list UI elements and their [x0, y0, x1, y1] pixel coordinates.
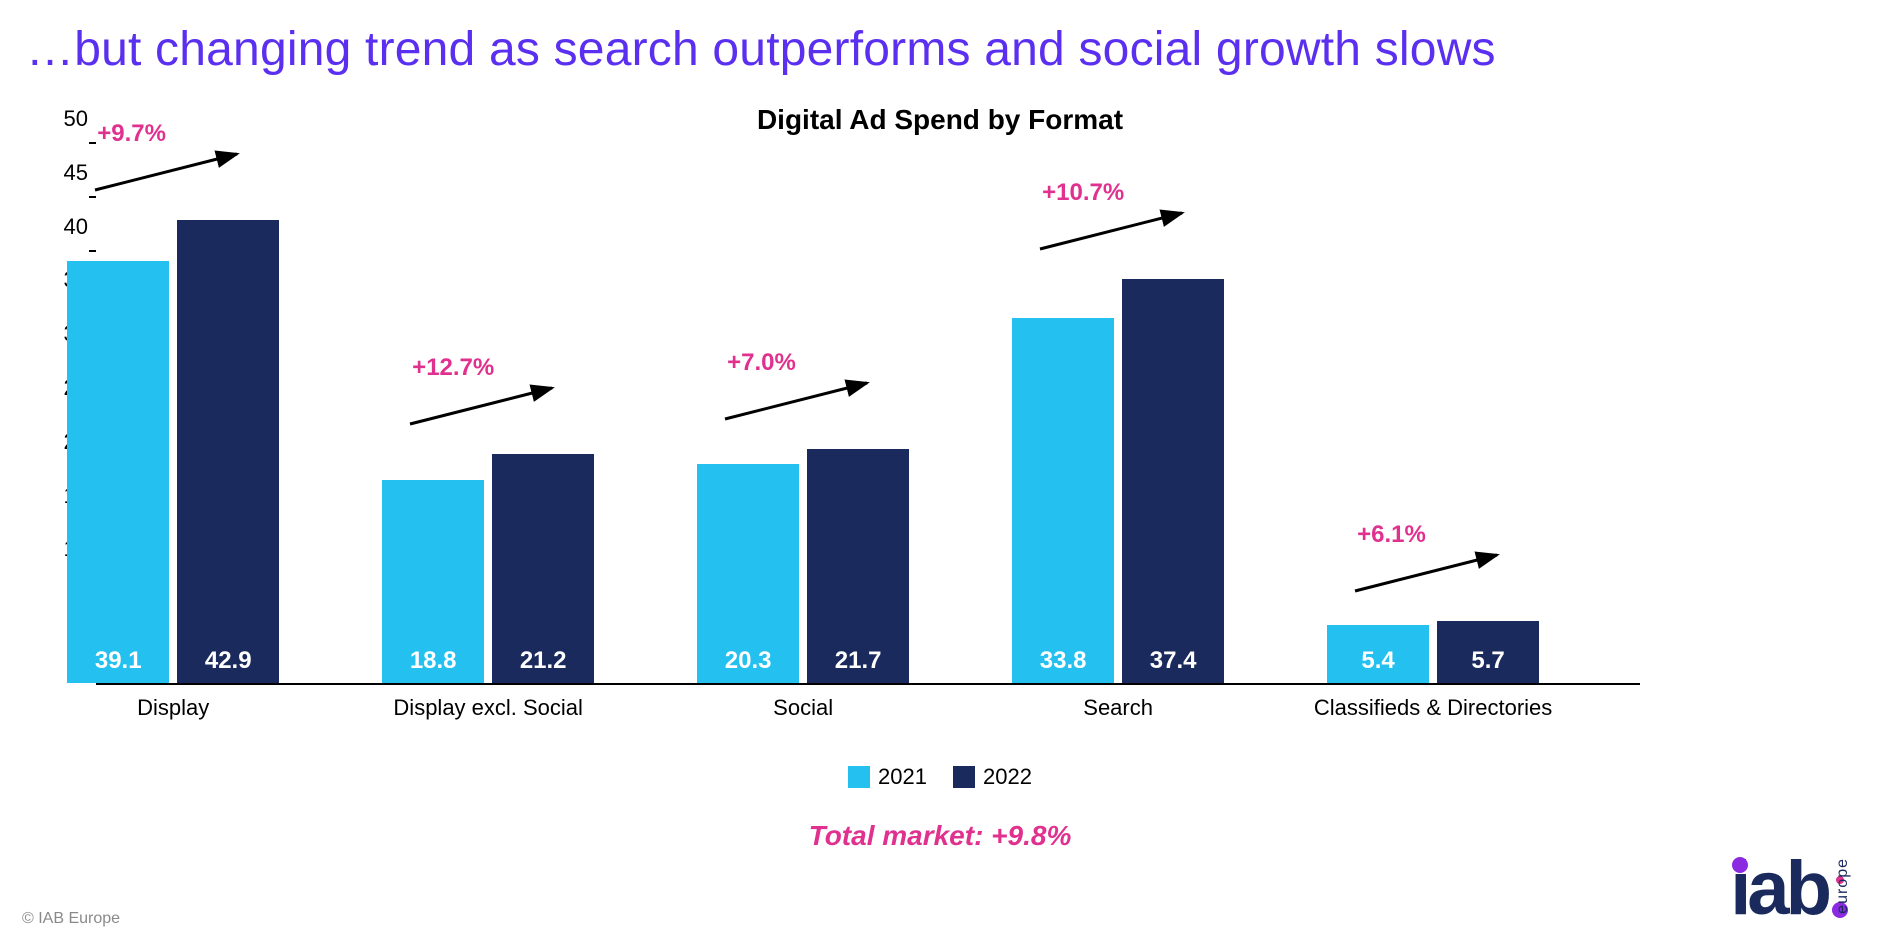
bar-value-label: 18.8 — [410, 647, 457, 683]
y-tick-label: 45 — [40, 160, 88, 186]
bar-value-label: 5.4 — [1361, 647, 1394, 683]
bar-2022: 5.7 — [1437, 621, 1539, 683]
legend-label: 2021 — [878, 764, 927, 790]
bar-2022: 37.4 — [1122, 279, 1224, 683]
legend-item: 2021 — [848, 764, 927, 790]
bar-value-label: 39.1 — [95, 647, 142, 683]
x-axis-label: Search — [1083, 695, 1153, 721]
bar-2021: 39.1 — [67, 261, 169, 683]
bar-group: 39.142.9Display+9.7% — [67, 220, 279, 683]
bar-value-label: 5.7 — [1471, 647, 1504, 683]
bar-group: 33.837.4Search+10.7% — [1012, 279, 1224, 683]
legend-swatch — [848, 766, 870, 788]
logo-europe-text: europe — [1834, 858, 1852, 914]
x-axis-label: Display excl. Social — [393, 695, 583, 721]
growth-arrow-icon — [87, 142, 257, 202]
legend-label: 2022 — [983, 764, 1032, 790]
total-market-label: Total market: +9.8% — [0, 820, 1880, 852]
legend-item: 2022 — [953, 764, 1032, 790]
bar-2022: 21.2 — [492, 454, 594, 683]
bar-2021: 18.8 — [382, 480, 484, 683]
x-axis-label: Social — [773, 695, 833, 721]
bar-value-label: 21.7 — [835, 647, 882, 683]
bar-value-label: 21.2 — [520, 647, 567, 683]
growth-arrow-icon — [402, 376, 572, 436]
iab-europe-logo: iab europe — [1730, 858, 1852, 920]
bar-2022: 21.7 — [807, 449, 909, 683]
bar-value-label: 33.8 — [1040, 647, 1087, 683]
slide-heading: …but changing trend as search outperform… — [26, 22, 1860, 77]
growth-arrow-icon — [1032, 201, 1202, 261]
bar-2021: 5.4 — [1327, 625, 1429, 683]
bar-value-label: 20.3 — [725, 647, 772, 683]
bar-chart: 0510152025303540455039.142.9Display+9.7%… — [40, 145, 1640, 721]
bar-value-label: 42.9 — [205, 647, 252, 683]
growth-arrow-icon — [717, 371, 887, 431]
slide: …but changing trend as search outperform… — [0, 0, 1880, 942]
x-axis-label: Display — [137, 695, 209, 721]
growth-arrow-icon — [1347, 543, 1517, 603]
x-axis-label: Classifieds & Directories — [1314, 695, 1552, 721]
copyright-text: © IAB Europe — [22, 910, 120, 928]
legend-swatch — [953, 766, 975, 788]
bar-2022: 42.9 — [177, 220, 279, 683]
bar-value-label: 37.4 — [1150, 647, 1197, 683]
chart-title: Digital Ad Spend by Format — [0, 104, 1880, 136]
plot-area: 0510152025303540455039.142.9Display+9.7%… — [96, 145, 1640, 685]
chart-legend: 2021 2022 — [0, 764, 1880, 790]
bar-2021: 20.3 — [697, 464, 799, 683]
bar-2021: 33.8 — [1012, 318, 1114, 683]
y-tick-label: 50 — [40, 106, 88, 132]
bar-group: 20.321.7Social+7.0% — [697, 449, 909, 683]
bar-group: 18.821.2Display excl. Social+12.7% — [382, 454, 594, 683]
bar-group: 5.45.7Classifieds & Directories+6.1% — [1327, 621, 1539, 683]
